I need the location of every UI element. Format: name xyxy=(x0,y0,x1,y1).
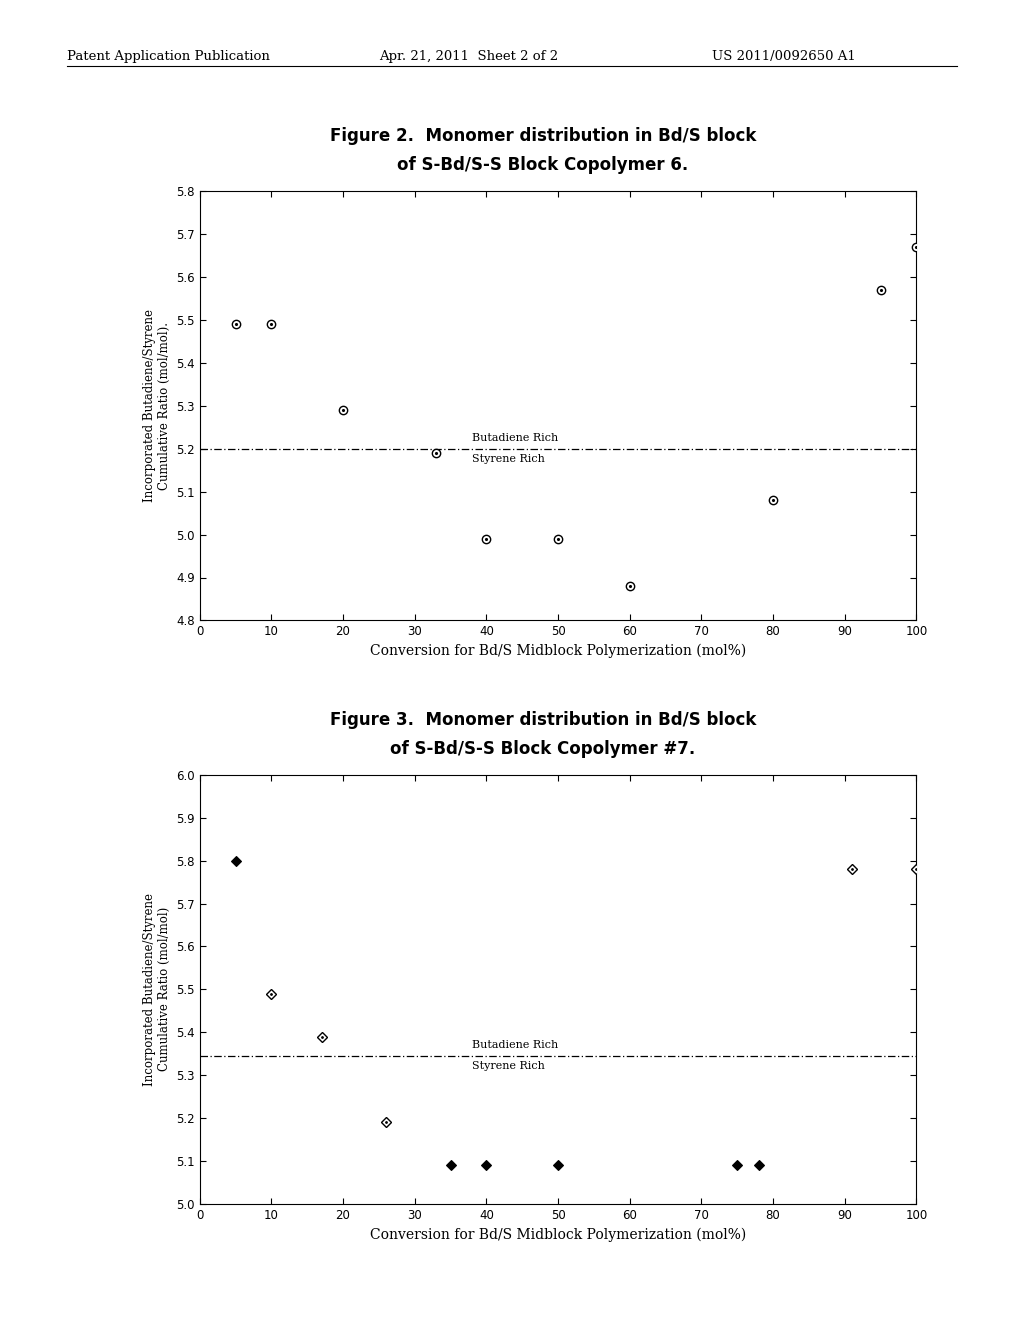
Text: Figure 2.  Monomer distribution in Bd/S block: Figure 2. Monomer distribution in Bd/S b… xyxy=(330,127,756,145)
Text: of S-Bd/S-S Block Copolymer 6.: of S-Bd/S-S Block Copolymer 6. xyxy=(397,156,688,174)
X-axis label: Conversion for Bd/S Midblock Polymerization (mol%): Conversion for Bd/S Midblock Polymerizat… xyxy=(370,644,746,659)
Text: Butadiene Rich: Butadiene Rich xyxy=(472,1040,558,1051)
Text: Butadiene Rich: Butadiene Rich xyxy=(472,433,558,444)
Text: Apr. 21, 2011  Sheet 2 of 2: Apr. 21, 2011 Sheet 2 of 2 xyxy=(379,50,558,63)
Text: Styrene Rich: Styrene Rich xyxy=(472,1061,545,1072)
Y-axis label: Incorporated Butadiene/Styrene
Cumulative Ratio (mol/mol): Incorporated Butadiene/Styrene Cumulativ… xyxy=(142,892,171,1086)
Y-axis label: Incorporated Butadiene/Styrene
Cumulative Ratio (mol/mol).: Incorporated Butadiene/Styrene Cumulativ… xyxy=(142,309,171,503)
Text: of S-Bd/S-S Block Copolymer #7.: of S-Bd/S-S Block Copolymer #7. xyxy=(390,739,695,758)
Text: Styrene Rich: Styrene Rich xyxy=(472,454,545,465)
Text: Figure 3.  Monomer distribution in Bd/S block: Figure 3. Monomer distribution in Bd/S b… xyxy=(330,710,756,729)
X-axis label: Conversion for Bd/S Midblock Polymerization (mol%): Conversion for Bd/S Midblock Polymerizat… xyxy=(370,1228,746,1242)
Text: US 2011/0092650 A1: US 2011/0092650 A1 xyxy=(712,50,855,63)
Text: Patent Application Publication: Patent Application Publication xyxy=(67,50,269,63)
